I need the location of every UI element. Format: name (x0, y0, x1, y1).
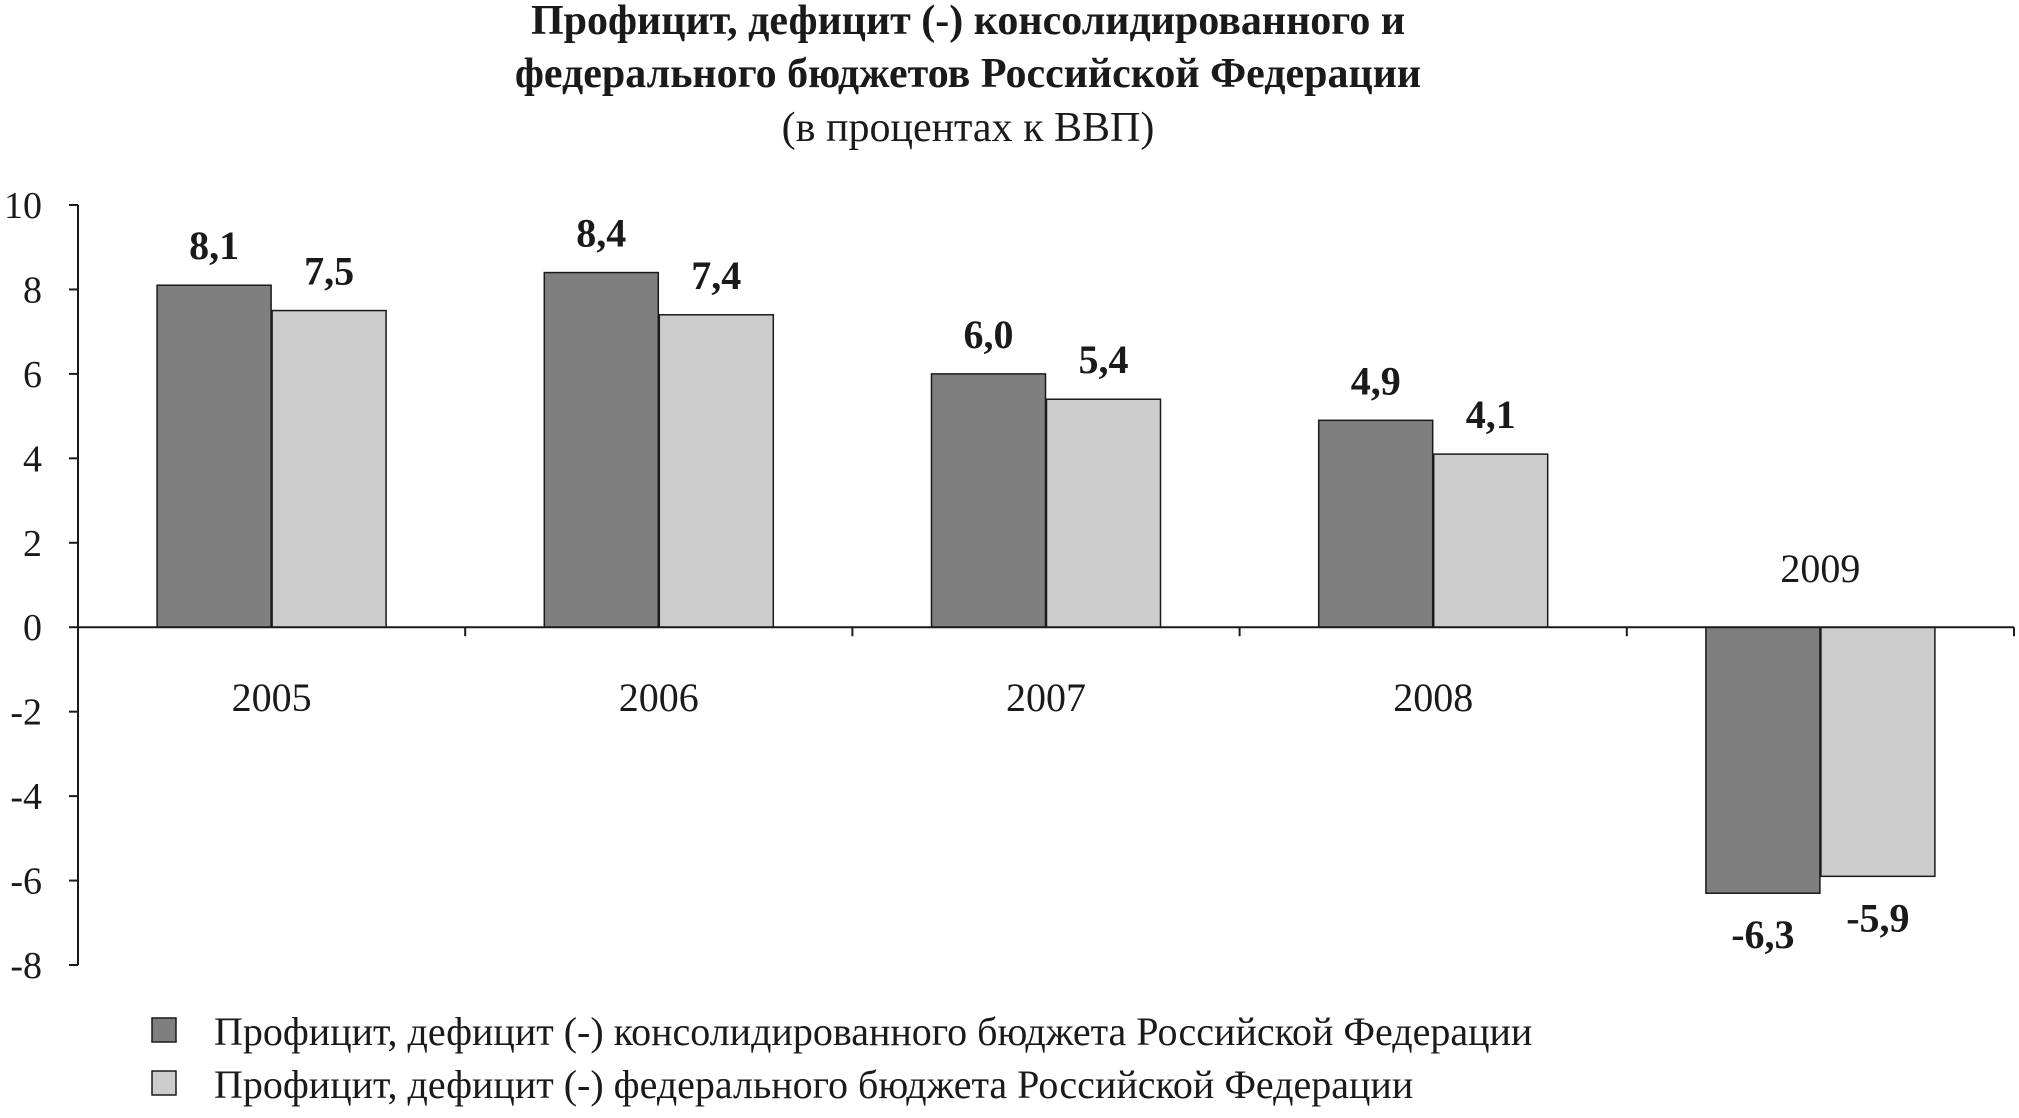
chart-title-line-1: Профицит, дефицит (-) консолидированного… (531, 0, 1405, 44)
bar-consolidated-2009 (1705, 626, 1821, 894)
category-label: 2005 (232, 675, 312, 720)
data-label: -6,3 (1731, 912, 1794, 957)
data-label: 8,1 (189, 223, 239, 268)
chart-title-line-2: федерального бюджетов Российской Федерац… (515, 51, 1421, 97)
data-labels: 8,1 7,5 8,4 7,4 6,0 5,4 4,9 4,1 -6,3 -5,9 (189, 211, 1909, 958)
y-tick-label: 10 (4, 185, 42, 227)
data-label: 7,4 (691, 253, 741, 298)
data-label: 5,4 (1079, 337, 1129, 382)
data-label: 4,1 (1466, 392, 1516, 437)
bar-consolidated-2005 (156, 284, 272, 628)
category-label: 2006 (619, 675, 699, 720)
bar-consolidated-2006 (543, 271, 660, 628)
category-labels: 2005 2006 2007 2008 2009 (232, 546, 1861, 720)
y-tick-label: 0 (23, 607, 42, 649)
bar-federal-2005 (271, 309, 387, 628)
data-label: 7,5 (304, 249, 354, 294)
y-tick-label: 2 (23, 523, 42, 565)
bar-federal-2008 (1432, 453, 1549, 628)
data-label: 4,9 (1351, 358, 1401, 403)
y-tick-label: 6 (23, 354, 42, 396)
category-label: 2008 (1393, 675, 1473, 720)
y-tick-label: -6 (10, 861, 42, 903)
bars (156, 271, 1936, 894)
legend-label: Профицит, дефицит (-) консолидированного… (214, 1009, 1532, 1054)
bar-consolidated-2008 (1317, 419, 1434, 628)
data-label: 6,0 (964, 312, 1014, 357)
bar-consolidated-2007 (930, 373, 1047, 628)
y-tick-label: -2 (10, 692, 42, 734)
legend: Профицит, дефицит (-) консолидированного… (151, 1009, 1532, 1107)
legend-swatch-federal (151, 1070, 177, 1096)
category-label: 2009 (1780, 546, 1860, 591)
x-axis (77, 626, 2015, 637)
y-tick-label: -8 (10, 945, 42, 987)
bar-federal-2007 (1045, 398, 1162, 628)
y-axis: 10 8 6 4 2 0 -2 -4 -6 -8 (4, 185, 79, 987)
bar-federal-2009 (1820, 626, 1936, 878)
y-tick-label: 4 (23, 438, 42, 480)
legend-label: Профицит, дефицит (-) федерального бюдже… (214, 1062, 1413, 1107)
category-label: 2007 (1006, 675, 1086, 720)
chart-title-group: Профицит, дефицит (-) консолидированного… (515, 0, 1421, 151)
data-label: 8,4 (576, 211, 626, 256)
data-label: -5,9 (1846, 895, 1909, 940)
chart-subtitle: (в процентах к ВВП) (782, 105, 1155, 151)
bar-federal-2006 (658, 314, 775, 628)
y-tick-label: -4 (10, 776, 42, 818)
y-tick-label: 8 (23, 269, 42, 311)
legend-swatch-consolidated (151, 1017, 177, 1043)
